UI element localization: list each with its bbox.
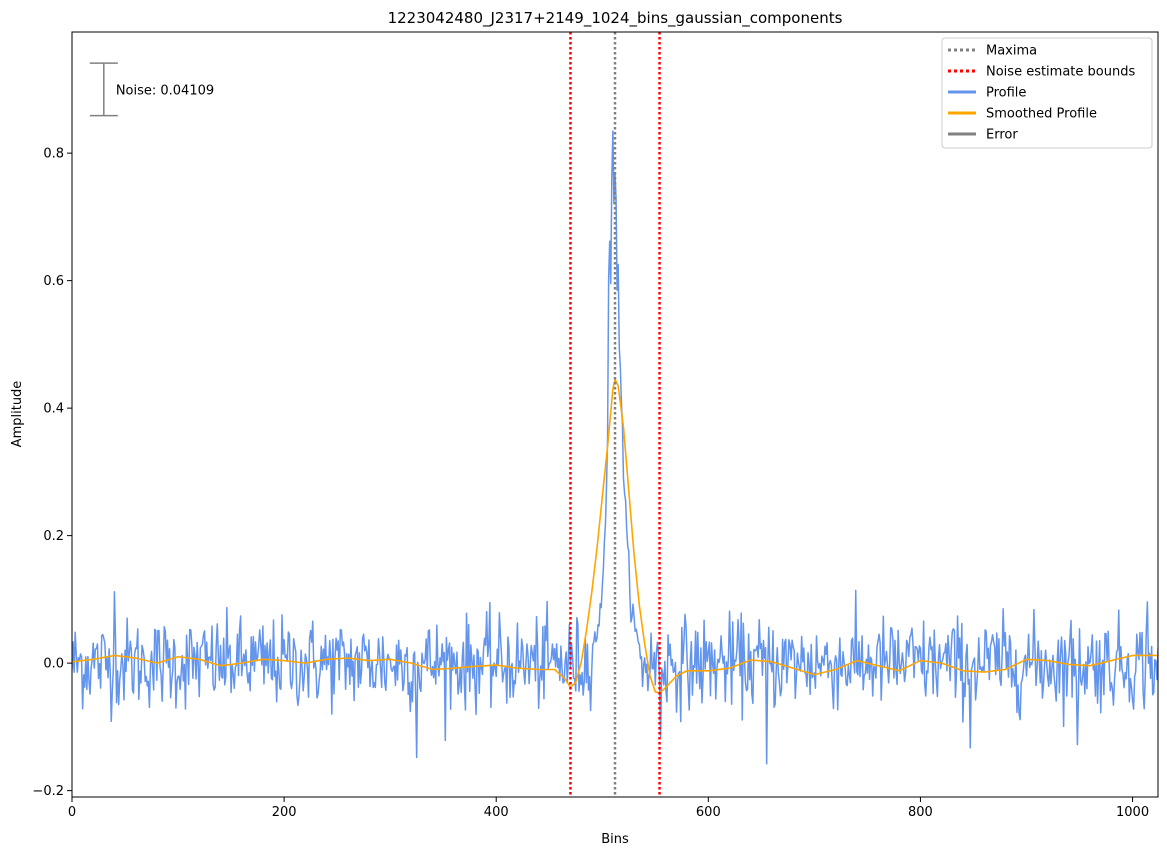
noise-annotation-label: Noise: 0.04109	[116, 83, 214, 98]
y-tick-label: 0.0	[43, 657, 64, 672]
legend-box	[941, 37, 1153, 149]
x-tick-label: 800	[908, 805, 933, 820]
legend-label: Smoothed Profile	[986, 107, 1097, 122]
legend-label: Maxima	[986, 44, 1037, 59]
y-tick-label: −0.2	[32, 784, 64, 799]
x-tick-label: 0	[68, 805, 76, 820]
y-tick-label: 0.4	[43, 402, 64, 417]
x-tick-label: 1000	[1116, 805, 1149, 820]
chart-title: 1223042480_J2317+2149_1024_bins_gaussian…	[388, 9, 843, 28]
y-tick-label: 0.2	[43, 529, 64, 544]
y-tick-label: 0.8	[43, 147, 64, 162]
vline-layer	[569, 32, 661, 797]
x-axis: 0 200 400 600 800 1000	[68, 797, 1149, 820]
x-tick-label: 400	[484, 805, 509, 820]
x-axis-label: Bins	[601, 832, 629, 847]
y-axis: −0.2 0.0 0.2 0.4 0.6 0.8	[32, 147, 72, 799]
plot-frame	[71, 31, 1159, 798]
legend-label: Profile	[986, 86, 1026, 101]
x-tick-label: 200	[272, 805, 297, 820]
legend-label: Noise estimate bounds	[986, 65, 1135, 80]
y-axis-label: Amplitude	[10, 381, 25, 448]
x-tick-label: 600	[696, 805, 721, 820]
y-tick-label: 0.6	[43, 274, 64, 289]
legend-label: Error	[986, 128, 1018, 143]
error-bar-group: Noise: 0.04109	[89, 62, 214, 117]
legend: Maxima Noise estimate bounds Profile Smooth…	[941, 37, 1153, 149]
plot-area: Noise: 0.04109	[72, 32, 1158, 797]
